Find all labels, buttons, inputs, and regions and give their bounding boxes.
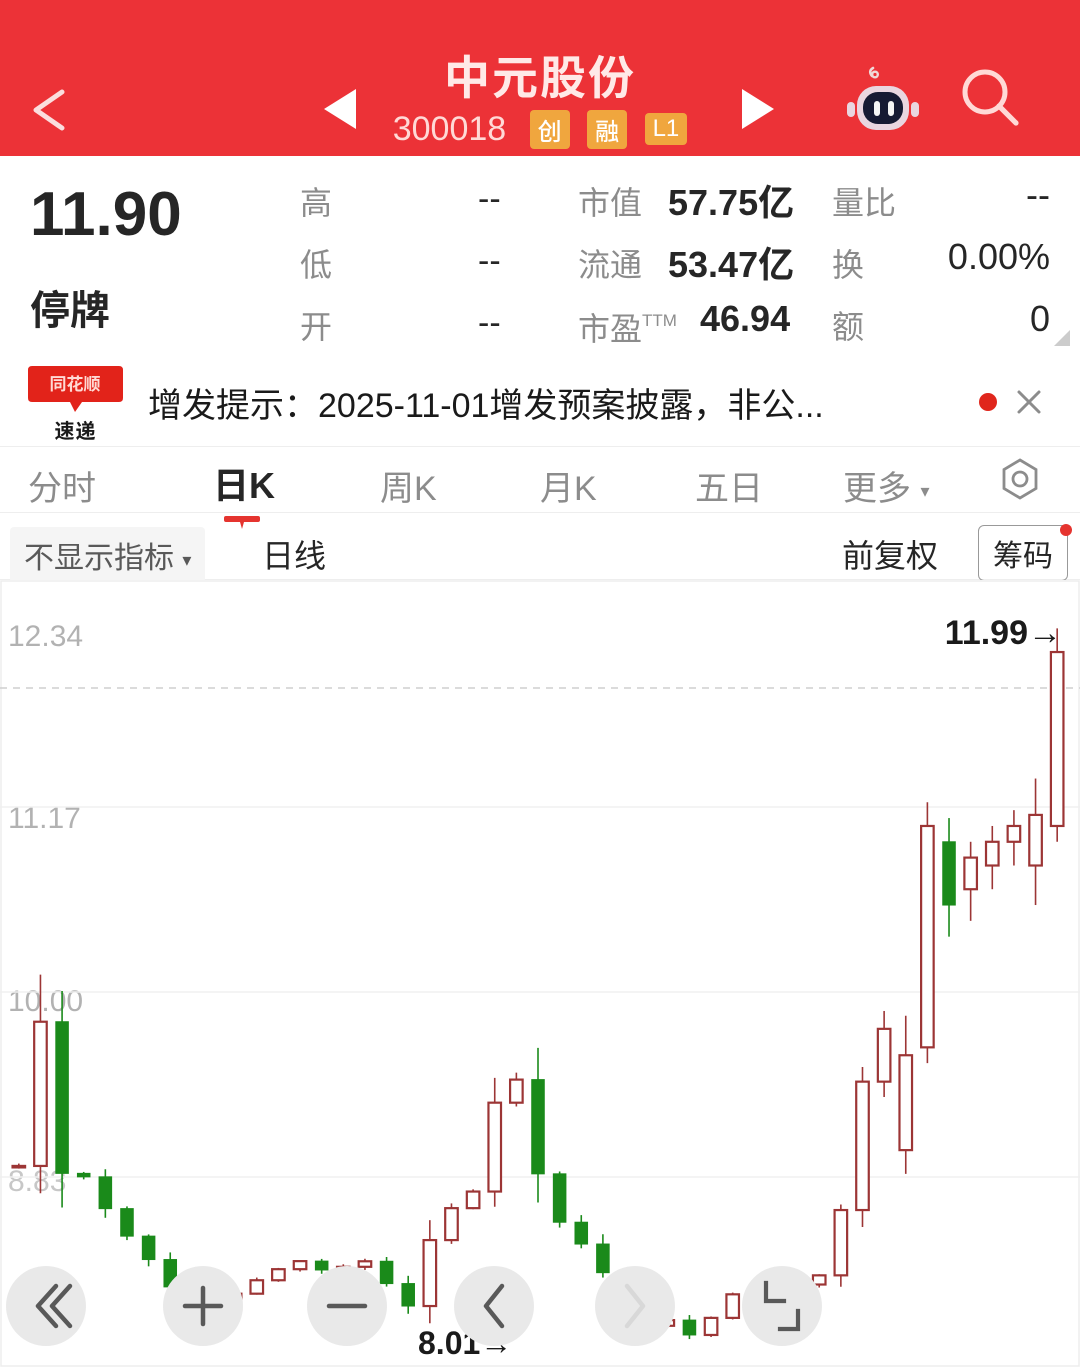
- svg-text:同花顺: 同花顺: [50, 375, 101, 394]
